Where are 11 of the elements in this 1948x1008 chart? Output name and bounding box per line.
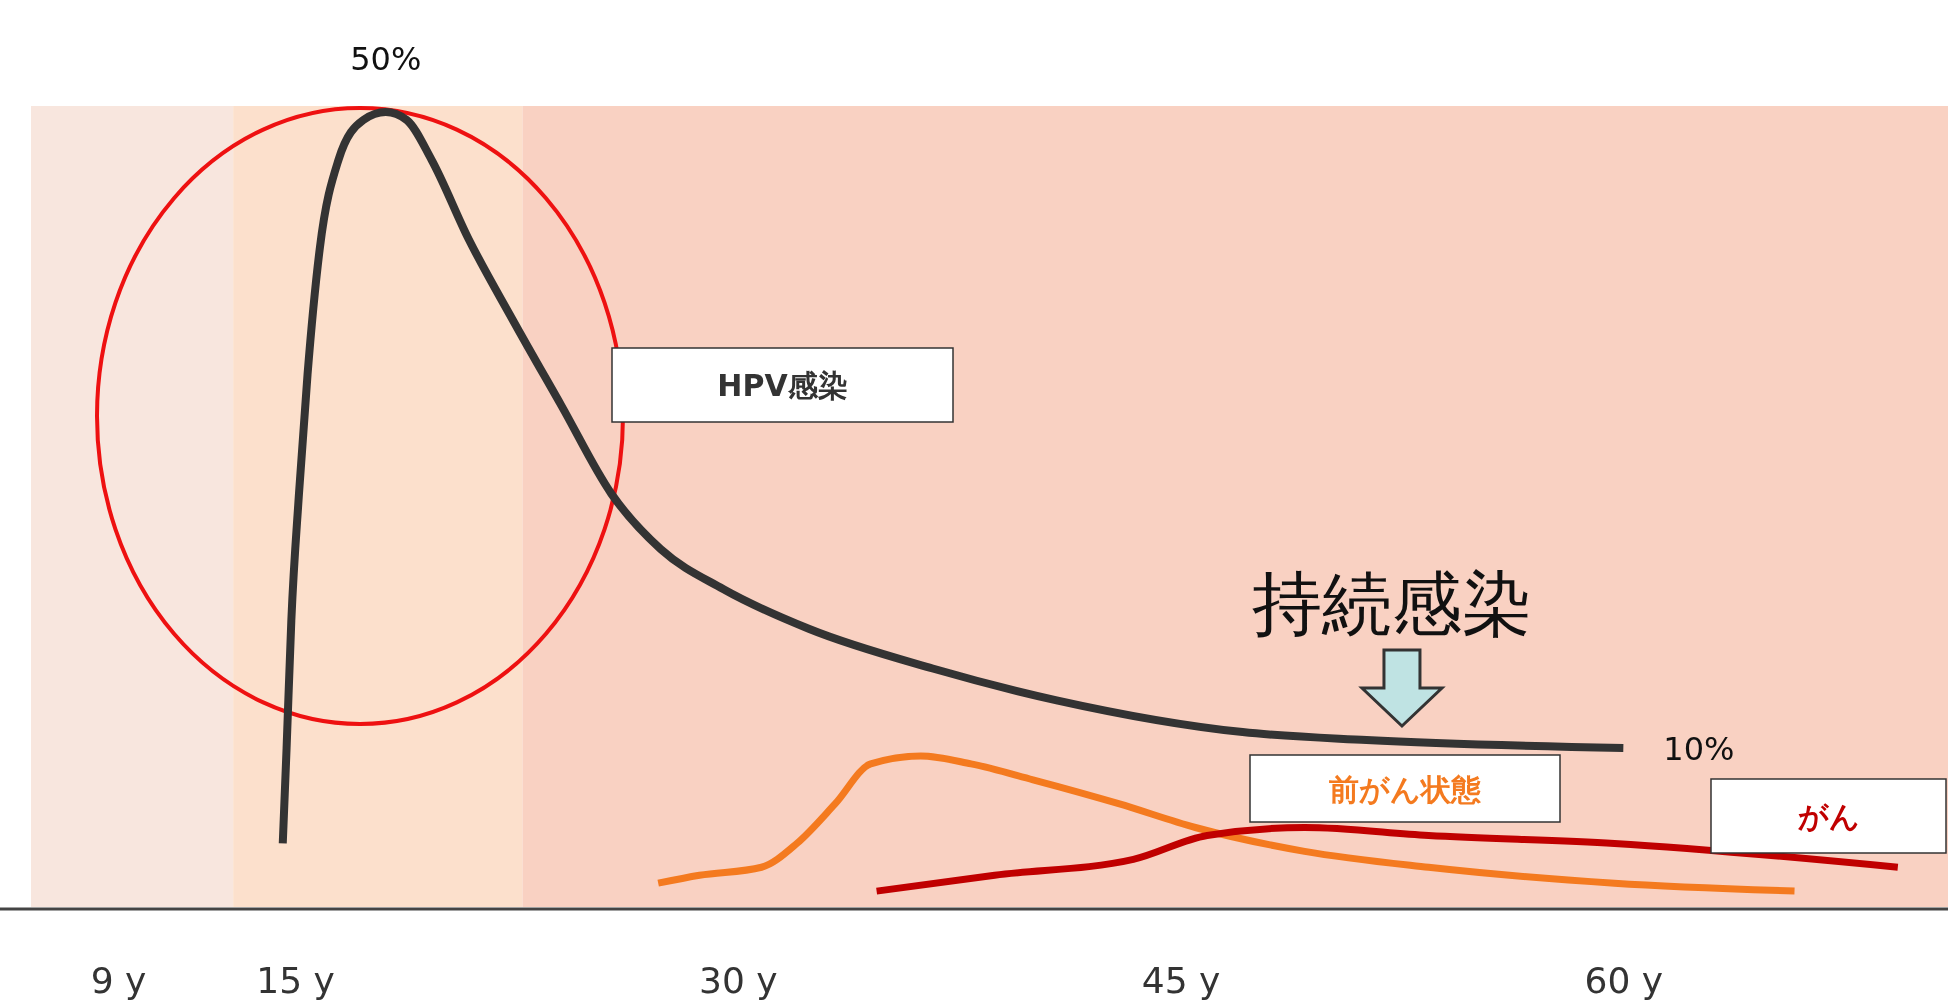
annotation: 持続感染 — [1251, 563, 1532, 646]
series-label: 前がん状態 — [1329, 771, 1481, 807]
x-tick-label: 15 y — [256, 959, 335, 1001]
series-label: がん — [1797, 799, 1860, 834]
x-tick-label: 45 y — [1141, 959, 1221, 1001]
x-tick-label: 60 y — [1584, 959, 1664, 1001]
text: HPV感染 — [717, 368, 848, 403]
x-tick-label: 9 y — [90, 959, 147, 1001]
x-tick-label: 30 y — [699, 959, 778, 1001]
data-label: 10% — [1663, 730, 1735, 768]
data-label: 50% — [350, 40, 422, 78]
